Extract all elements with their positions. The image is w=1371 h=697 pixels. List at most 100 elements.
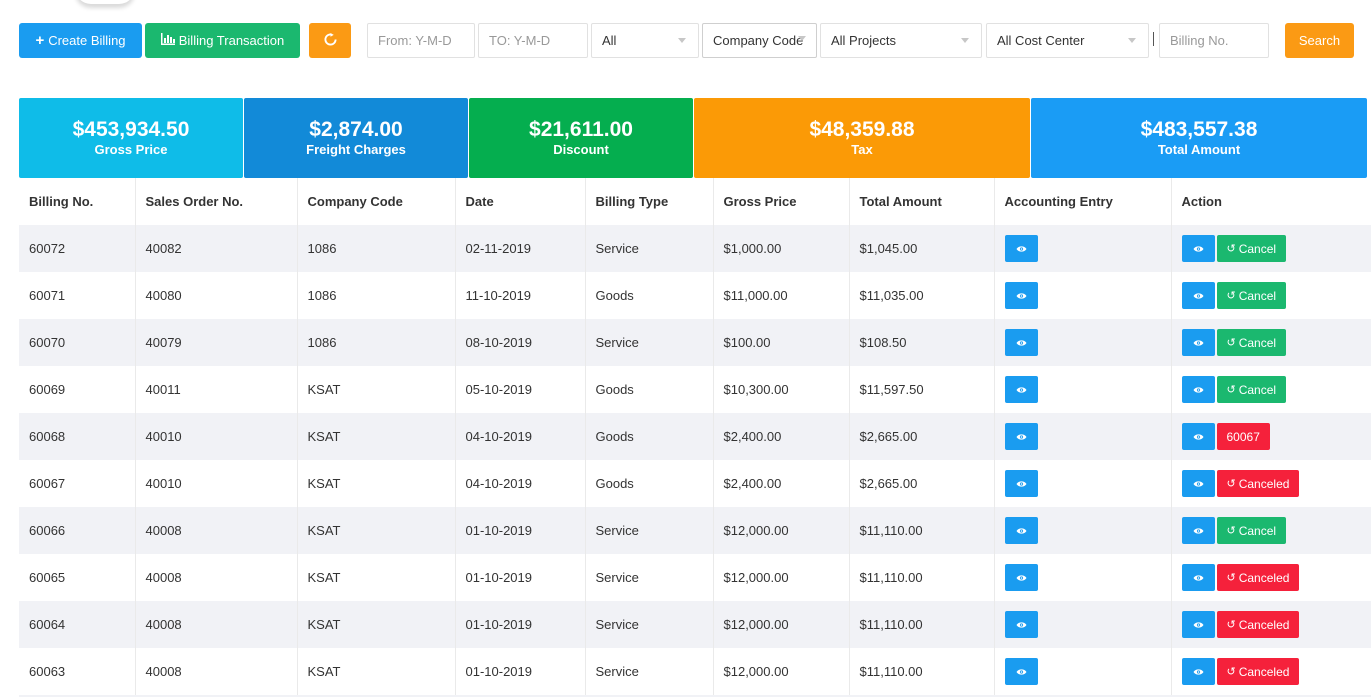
summary-cards: $453,934.50 Gross Price $2,874.00 Freigh… bbox=[19, 98, 1367, 178]
summary-label: Discount bbox=[553, 142, 609, 157]
view-button[interactable] bbox=[1181, 423, 1215, 450]
gross-price-cell: $12,000.00 bbox=[713, 507, 850, 554]
accounting-entry-cell bbox=[994, 272, 1172, 319]
view-entry-button[interactable] bbox=[1004, 470, 1038, 497]
refresh-button[interactable] bbox=[309, 23, 351, 58]
column-header-total-amount[interactable]: Total Amount bbox=[849, 178, 995, 225]
projects-select[interactable]: All Projects bbox=[820, 23, 982, 58]
sales-order-no-cell: 40008 bbox=[135, 601, 298, 648]
view-entry-button[interactable] bbox=[1004, 376, 1038, 403]
eye-icon bbox=[1016, 570, 1027, 585]
view-entry-button[interactable] bbox=[1004, 282, 1038, 309]
create-billing-label: Create Billing bbox=[48, 33, 126, 48]
total-amount-cell: $108.50 bbox=[849, 319, 995, 366]
company-code-select[interactable]: Company Code bbox=[702, 23, 817, 58]
action-label: Cancel bbox=[1238, 335, 1277, 350]
billing-no-cell: 60071 bbox=[19, 272, 136, 319]
eye-icon bbox=[1193, 335, 1204, 350]
search-label: Search bbox=[1298, 33, 1341, 48]
billing-no-cell: 60072 bbox=[19, 225, 136, 272]
billing-no-cell: 60069 bbox=[19, 366, 136, 413]
company-code-cell: KSAT bbox=[297, 554, 456, 601]
company-code-cell: 1086 bbox=[297, 319, 456, 366]
total-amount-cell: $11,035.00 bbox=[849, 272, 995, 319]
action-label: Canceled bbox=[1238, 476, 1290, 491]
view-entry-button[interactable] bbox=[1004, 329, 1038, 356]
total-amount-cell: $11,110.00 bbox=[849, 601, 995, 648]
summary-label: Freight Charges bbox=[306, 142, 406, 157]
column-header-billing-type[interactable]: Billing Type bbox=[585, 178, 714, 225]
action-label: 60067 bbox=[1226, 429, 1260, 444]
cancel-button[interactable]: ↺ Cancel bbox=[1216, 517, 1287, 544]
total-amount-cell: $2,665.00 bbox=[849, 460, 995, 507]
column-header-accounting-entry[interactable]: Accounting Entry bbox=[994, 178, 1172, 225]
table-row-partial bbox=[19, 695, 1371, 697]
billing-type-cell: Goods bbox=[585, 366, 714, 413]
view-entry-button[interactable] bbox=[1004, 564, 1038, 591]
date-cell: 01-10-2019 bbox=[455, 601, 586, 648]
cancel-button[interactable]: ↺ Cancel bbox=[1216, 376, 1287, 403]
sales-order-no-cell: 40079 bbox=[135, 319, 298, 366]
column-header-gross-price[interactable]: Gross Price bbox=[713, 178, 850, 225]
view-button[interactable] bbox=[1181, 329, 1215, 356]
view-entry-button[interactable] bbox=[1004, 423, 1038, 450]
view-button[interactable] bbox=[1181, 235, 1215, 262]
to-date-input[interactable]: TO: Y-M-D bbox=[478, 23, 588, 58]
column-header-company-code[interactable]: Company Code bbox=[297, 178, 456, 225]
cancel-button[interactable]: ↺ Cancel bbox=[1216, 329, 1287, 356]
company-code-cell: 1086 bbox=[297, 225, 456, 272]
action-label: Cancel bbox=[1238, 288, 1277, 303]
reference-button[interactable]: 60067 bbox=[1216, 423, 1270, 450]
cancel-button[interactable]: ↺ Cancel bbox=[1216, 235, 1287, 262]
cancel-button[interactable]: ↺ Cancel bbox=[1216, 282, 1287, 309]
column-header-date[interactable]: Date bbox=[455, 178, 586, 225]
view-button[interactable] bbox=[1181, 611, 1215, 638]
column-header-action[interactable]: Action bbox=[1171, 178, 1371, 225]
eye-icon bbox=[1193, 570, 1204, 585]
date-cell: 08-10-2019 bbox=[455, 319, 586, 366]
chevron-down-icon bbox=[798, 36, 806, 41]
view-button[interactable] bbox=[1181, 282, 1215, 309]
column-header-billing-no[interactable]: Billing No. bbox=[19, 178, 136, 225]
action-cell: ↺ Canceled bbox=[1171, 554, 1371, 601]
billing-no-input[interactable]: Billing No. bbox=[1159, 23, 1269, 58]
canceled-button[interactable]: ↺ Canceled bbox=[1216, 470, 1300, 497]
billing-type-cell: Service bbox=[585, 554, 714, 601]
action-cell: ↺ Cancel bbox=[1171, 366, 1371, 413]
from-date-input[interactable]: From: Y-M-D bbox=[367, 23, 475, 58]
canceled-button[interactable]: ↺ Canceled bbox=[1216, 658, 1300, 685]
canceled-button[interactable]: ↺ Canceled bbox=[1216, 564, 1300, 591]
view-entry-button[interactable] bbox=[1004, 235, 1038, 262]
undo-icon: ↺ bbox=[1226, 478, 1236, 490]
view-button[interactable] bbox=[1181, 564, 1215, 591]
eye-icon bbox=[1016, 335, 1027, 350]
total-amount-cell: $1,045.00 bbox=[849, 225, 995, 272]
date-cell: 11-10-2019 bbox=[455, 272, 586, 319]
view-entry-button[interactable] bbox=[1004, 658, 1038, 685]
status-select-value: All bbox=[602, 33, 617, 48]
view-entry-button[interactable] bbox=[1004, 611, 1038, 638]
billing-no-cell: 60068 bbox=[19, 413, 136, 460]
view-button[interactable] bbox=[1181, 470, 1215, 497]
accounting-entry-cell bbox=[994, 366, 1172, 413]
billing-type-cell: Goods bbox=[585, 413, 714, 460]
create-billing-button[interactable]: + Create Billing bbox=[19, 23, 142, 58]
date-cell: 01-10-2019 bbox=[455, 554, 586, 601]
search-button[interactable]: Search bbox=[1285, 23, 1354, 58]
view-entry-button[interactable] bbox=[1004, 517, 1038, 544]
billing-type-cell: Service bbox=[585, 225, 714, 272]
company-code-cell: KSAT bbox=[297, 507, 456, 554]
summary-card-gross-price: $453,934.50 Gross Price bbox=[19, 98, 243, 178]
status-select[interactable]: All bbox=[591, 23, 699, 58]
view-button[interactable] bbox=[1181, 658, 1215, 685]
company-code-cell: KSAT bbox=[297, 460, 456, 507]
view-button[interactable] bbox=[1181, 517, 1215, 544]
view-button[interactable] bbox=[1181, 376, 1215, 403]
top-decoration bbox=[75, 0, 135, 4]
canceled-button[interactable]: ↺ Canceled bbox=[1216, 611, 1300, 638]
total-amount-cell: $11,110.00 bbox=[849, 554, 995, 601]
billing-transaction-button[interactable]: Billing Transaction bbox=[145, 23, 300, 58]
company-code-cell: KSAT bbox=[297, 601, 456, 648]
column-header-sales-order-no[interactable]: Sales Order No. bbox=[135, 178, 298, 225]
cost-center-select[interactable]: All Cost Center bbox=[986, 23, 1149, 58]
